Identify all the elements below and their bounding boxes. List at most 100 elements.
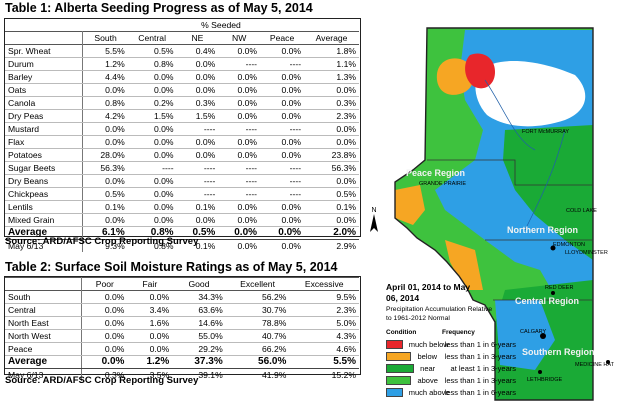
prior-year-row: May 6/13 9.3% 0.8% 0.1% 0.0% 0.0% 2.9% bbox=[5, 239, 359, 252]
cell-value: ---- bbox=[176, 122, 219, 136]
table1-col-header: NW bbox=[232, 33, 247, 43]
table-row: Mustard 0.0% 0.0% ---- ---- ---- 0.0% bbox=[5, 122, 359, 136]
row-label: Durum bbox=[5, 57, 83, 71]
cell-value: 0.0% bbox=[260, 135, 305, 149]
cell-value: 0.0% bbox=[127, 213, 177, 227]
table2-col-header: Poor bbox=[81, 277, 128, 291]
cell-value: 0.0% bbox=[176, 83, 219, 97]
place-fort-mcmurray: FORT McMURRAY bbox=[522, 129, 570, 135]
cell-value: 0.0% bbox=[260, 83, 305, 97]
map-area-near-north bbox=[503, 125, 593, 260]
cell-value: 0.0% bbox=[127, 174, 177, 188]
city-dot-edmonton bbox=[550, 245, 556, 251]
city-dot-red-deer bbox=[551, 291, 555, 295]
cell-value: 0.0% bbox=[218, 200, 261, 214]
average-row: Average 6.1% 0.8% 0.5% 0.0% 0.0% 2.0% bbox=[5, 226, 359, 240]
cell-value: 1.3% bbox=[304, 70, 359, 84]
cell-value: ---- bbox=[260, 187, 305, 201]
cell-value: 40.7% bbox=[225, 329, 290, 343]
cell-value: 0.5% bbox=[127, 44, 177, 58]
table1-col-header bbox=[5, 32, 83, 45]
row-label: Oats bbox=[5, 83, 83, 97]
cell-value: 23.8% bbox=[304, 148, 359, 162]
cell-value: 9.5% bbox=[289, 290, 359, 304]
city-dot-calgary bbox=[540, 333, 546, 339]
legend-item: near at least 1 in 3-years bbox=[386, 362, 516, 374]
north-arrow: N bbox=[370, 207, 378, 232]
cell-value: 0.0% bbox=[127, 135, 177, 149]
cell-value: 0.0% bbox=[304, 213, 359, 227]
legend-swatch bbox=[386, 339, 403, 349]
north-arrow-label: N bbox=[371, 207, 376, 214]
legend-frequency: less than 1 in 6-years bbox=[444, 339, 516, 349]
cell-value: 0.1% bbox=[176, 200, 219, 214]
cell-value: 0.0% bbox=[127, 290, 173, 304]
cell-value: 41.9% bbox=[262, 370, 287, 380]
legend-item: much below less than 1 in 6-years bbox=[386, 338, 516, 350]
legend-condition: much above bbox=[408, 387, 450, 397]
cell-value: 0.4% bbox=[176, 44, 219, 58]
city-dot-medicine-hat bbox=[606, 360, 610, 364]
cell-value: 0.0% bbox=[218, 213, 261, 227]
cell-value: 56.3% bbox=[304, 161, 359, 175]
cell-value: 34.3% bbox=[172, 290, 226, 304]
map-date-range: April 01, 2014 to May 06, 2014 bbox=[386, 282, 471, 303]
cell-value: 39.1% bbox=[198, 370, 223, 380]
row-label: Mixed Grain bbox=[5, 213, 83, 227]
cell-value: 0.1% bbox=[195, 241, 216, 251]
table2-col-header: Good bbox=[188, 279, 210, 289]
row-label: Potatoes bbox=[5, 148, 83, 162]
cell-value: 0.0% bbox=[260, 148, 305, 162]
table1-source: Source: ARD/AFSC Crop Reporting Survey bbox=[5, 236, 199, 247]
seeding-progress-table: % Seeded South Central NE NW Peace Average Sp… bbox=[5, 19, 359, 252]
cell-value: 0.0% bbox=[81, 303, 128, 317]
table2-col-header: Excessive bbox=[304, 279, 344, 289]
cell-value: 0.0% bbox=[127, 148, 177, 162]
cell-value: 0.8% bbox=[82, 96, 128, 110]
cell-value: 0.0% bbox=[176, 70, 219, 84]
cell-value: 56.2% bbox=[225, 290, 290, 304]
cell-value: 55.0% bbox=[172, 329, 226, 343]
cell-value: 4.2% bbox=[82, 109, 128, 123]
table1-col-header: South bbox=[82, 31, 128, 45]
cell-value: 0.3% bbox=[176, 96, 219, 110]
cell-value: 0.8% bbox=[127, 57, 177, 71]
cell-value: 0.0% bbox=[127, 70, 177, 84]
region-label-northern: Northern Region bbox=[507, 225, 578, 235]
legend-frequency: at least 1 in 3-years bbox=[450, 363, 516, 373]
cell-value: ---- bbox=[218, 187, 261, 201]
place-red-deer: RED DEER bbox=[545, 285, 574, 291]
map-legend: Condition Frequency much below less than … bbox=[386, 326, 516, 398]
legend-condition: near bbox=[420, 363, 436, 373]
legend-condition: below bbox=[417, 351, 438, 361]
table-row: Barley 4.4% 0.0% 0.0% 0.0% 0.0% 1.3% bbox=[5, 70, 359, 84]
table2-col-header: Excellent bbox=[240, 279, 275, 289]
cell-value: 0.0% bbox=[127, 83, 177, 97]
cell-value: 0.0% bbox=[218, 96, 261, 110]
cell-value: 1.5% bbox=[176, 109, 219, 123]
cell-value: 37.3% bbox=[172, 355, 226, 369]
cell-value: 0.0% bbox=[82, 213, 128, 227]
map-area-below-north bbox=[436, 58, 474, 95]
table-row: Peace 0.0% 0.0% 29.2% 66.2% 4.6% bbox=[5, 342, 359, 356]
row-label: Barley bbox=[5, 70, 83, 84]
legend-frequency: less than 1 in 3-years bbox=[444, 351, 516, 361]
cell-value: 0.0% bbox=[82, 122, 128, 136]
cell-value: 0.0% bbox=[260, 213, 305, 227]
table2-col-header bbox=[5, 278, 82, 291]
cell-value: 0.0% bbox=[304, 135, 359, 149]
cell-value: 56.0% bbox=[225, 355, 290, 369]
legend-header-condition: Condition bbox=[386, 328, 417, 336]
cell-value: 0.0% bbox=[82, 174, 128, 188]
cell-value: 2.9% bbox=[336, 241, 356, 251]
table-row: North West 0.0% 0.0% 55.0% 40.7% 4.3% bbox=[5, 329, 359, 343]
cell-value: 0.2% bbox=[127, 96, 177, 110]
cell-value: 2.0% bbox=[304, 226, 359, 240]
cell-value: 1.2% bbox=[82, 57, 128, 71]
soil-moisture-table: Poor Fair Good Excellent Excessive South 0.0%… bbox=[5, 277, 359, 381]
table-row: Mixed Grain 0.0% 0.0% 0.0% 0.0% 0.0% 0.0% bbox=[5, 213, 359, 227]
cell-value: ---- bbox=[260, 57, 305, 71]
cell-value: 14.6% bbox=[172, 316, 226, 330]
place-grande-prairie: GRANDE PRAIRIE bbox=[419, 181, 467, 187]
table-row: Central 0.0% 3.4% 63.6% 30.7% 2.3% bbox=[5, 303, 359, 317]
